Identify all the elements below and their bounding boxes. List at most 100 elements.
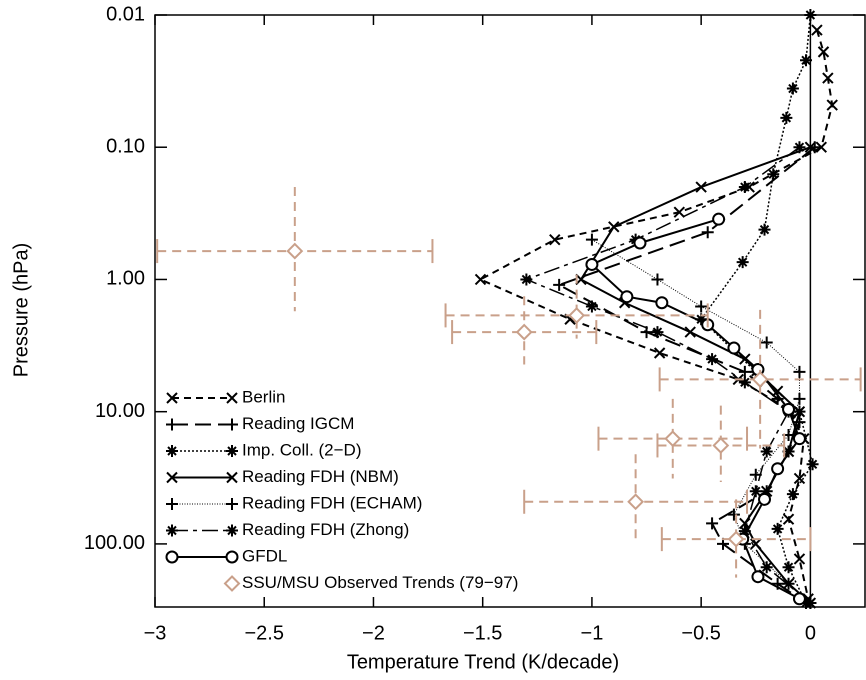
- marker: [792, 432, 806, 446]
- marker: [749, 485, 762, 498]
- marker: [793, 472, 806, 485]
- marker: [549, 233, 561, 246]
- marker: [771, 462, 785, 476]
- marker: [767, 168, 780, 181]
- plot-frame: [154, 14, 866, 608]
- marker: [695, 313, 708, 326]
- marker: [800, 54, 813, 67]
- marker: [738, 525, 751, 538]
- x-tick-label: 0: [805, 622, 816, 644]
- marker: [793, 405, 806, 418]
- x-tick-label: −0.5: [681, 622, 720, 644]
- marker: [706, 517, 719, 530]
- profile-line: [590, 218, 801, 600]
- marker: [758, 223, 771, 236]
- marker: [651, 326, 664, 339]
- marker: [695, 181, 707, 193]
- marker: [811, 24, 823, 36]
- marker: [223, 575, 241, 592]
- marker: [620, 290, 634, 304]
- marker: [804, 597, 817, 610]
- marker: [553, 278, 566, 291]
- marker: [166, 524, 178, 537]
- y-tick-label: 100.00: [84, 532, 145, 554]
- marker: [712, 437, 730, 454]
- marker: [793, 392, 806, 405]
- marker: [655, 296, 669, 310]
- marker: [736, 256, 749, 269]
- marker: [738, 376, 751, 389]
- marker: [822, 72, 834, 84]
- x-tick-label: −2.5: [244, 622, 283, 644]
- marker: [815, 141, 828, 153]
- marker: [653, 347, 666, 359]
- marker: [515, 323, 533, 341]
- marker: [226, 498, 238, 510]
- marker: [751, 570, 765, 584]
- marker: [792, 592, 806, 606]
- legend-label: GFDL: [242, 546, 287, 565]
- marker: [585, 233, 598, 246]
- legend-label: Imp. Coll. (2−D): [242, 440, 362, 459]
- profile-line: [700, 14, 814, 604]
- marker: [225, 550, 239, 564]
- profile-line: [478, 29, 834, 599]
- x-tick-label: −3: [144, 622, 167, 644]
- y-tick-label: 1.00: [106, 268, 145, 290]
- y-tick-label: 0.01: [106, 3, 145, 25]
- marker: [520, 273, 533, 286]
- marker: [804, 9, 817, 21]
- marker: [826, 99, 838, 111]
- profile-line: [579, 146, 812, 604]
- marker: [786, 488, 799, 501]
- marker: [771, 385, 784, 397]
- marker: [286, 242, 304, 260]
- marker: [751, 370, 769, 388]
- marker: [608, 221, 620, 233]
- legend-label: Reading IGCM: [242, 414, 354, 433]
- marker: [575, 273, 587, 286]
- marker: [701, 226, 714, 239]
- marker: [727, 508, 740, 521]
- marker: [817, 46, 830, 58]
- marker: [760, 561, 773, 574]
- marker: [738, 181, 751, 194]
- x-tick-label: −1.5: [463, 622, 502, 644]
- marker: [782, 402, 796, 416]
- marker: [727, 341, 741, 355]
- x-tick-label: −2: [362, 622, 385, 644]
- marker: [585, 257, 599, 271]
- marker: [673, 206, 686, 218]
- marker: [782, 577, 795, 590]
- legend-label: Berlin: [242, 387, 285, 406]
- legend-label: Reading FDH (NBM): [242, 467, 399, 486]
- marker: [760, 445, 773, 458]
- marker: [226, 418, 238, 431]
- x-axis-title: Temperature Trend (K/decade): [347, 651, 619, 673]
- marker: [786, 82, 799, 95]
- y-tick-label: 0.10: [106, 136, 145, 158]
- marker: [793, 365, 806, 378]
- profile-line: [524, 146, 811, 604]
- marker: [760, 336, 773, 349]
- marker: [664, 430, 682, 448]
- profile-line: [591, 239, 811, 604]
- marker: [706, 353, 719, 366]
- marker: [166, 418, 178, 431]
- legend-label: Reading FDH (Zhong): [242, 520, 409, 539]
- marker: [166, 498, 178, 510]
- y-axis-title: Pressure (hPa): [10, 243, 32, 378]
- marker: [166, 471, 178, 484]
- marker: [226, 524, 238, 537]
- legend-label: Reading FDH (ECHAM): [242, 493, 422, 512]
- legend-label: SSU/MSU Observed Trends (79−97): [242, 573, 518, 592]
- marker: [780, 111, 793, 124]
- marker: [804, 141, 817, 153]
- marker: [166, 392, 178, 404]
- marker: [712, 212, 726, 226]
- x-tick-label: −1: [581, 622, 604, 644]
- marker: [651, 273, 664, 286]
- marker: [226, 392, 238, 404]
- marker: [758, 492, 772, 506]
